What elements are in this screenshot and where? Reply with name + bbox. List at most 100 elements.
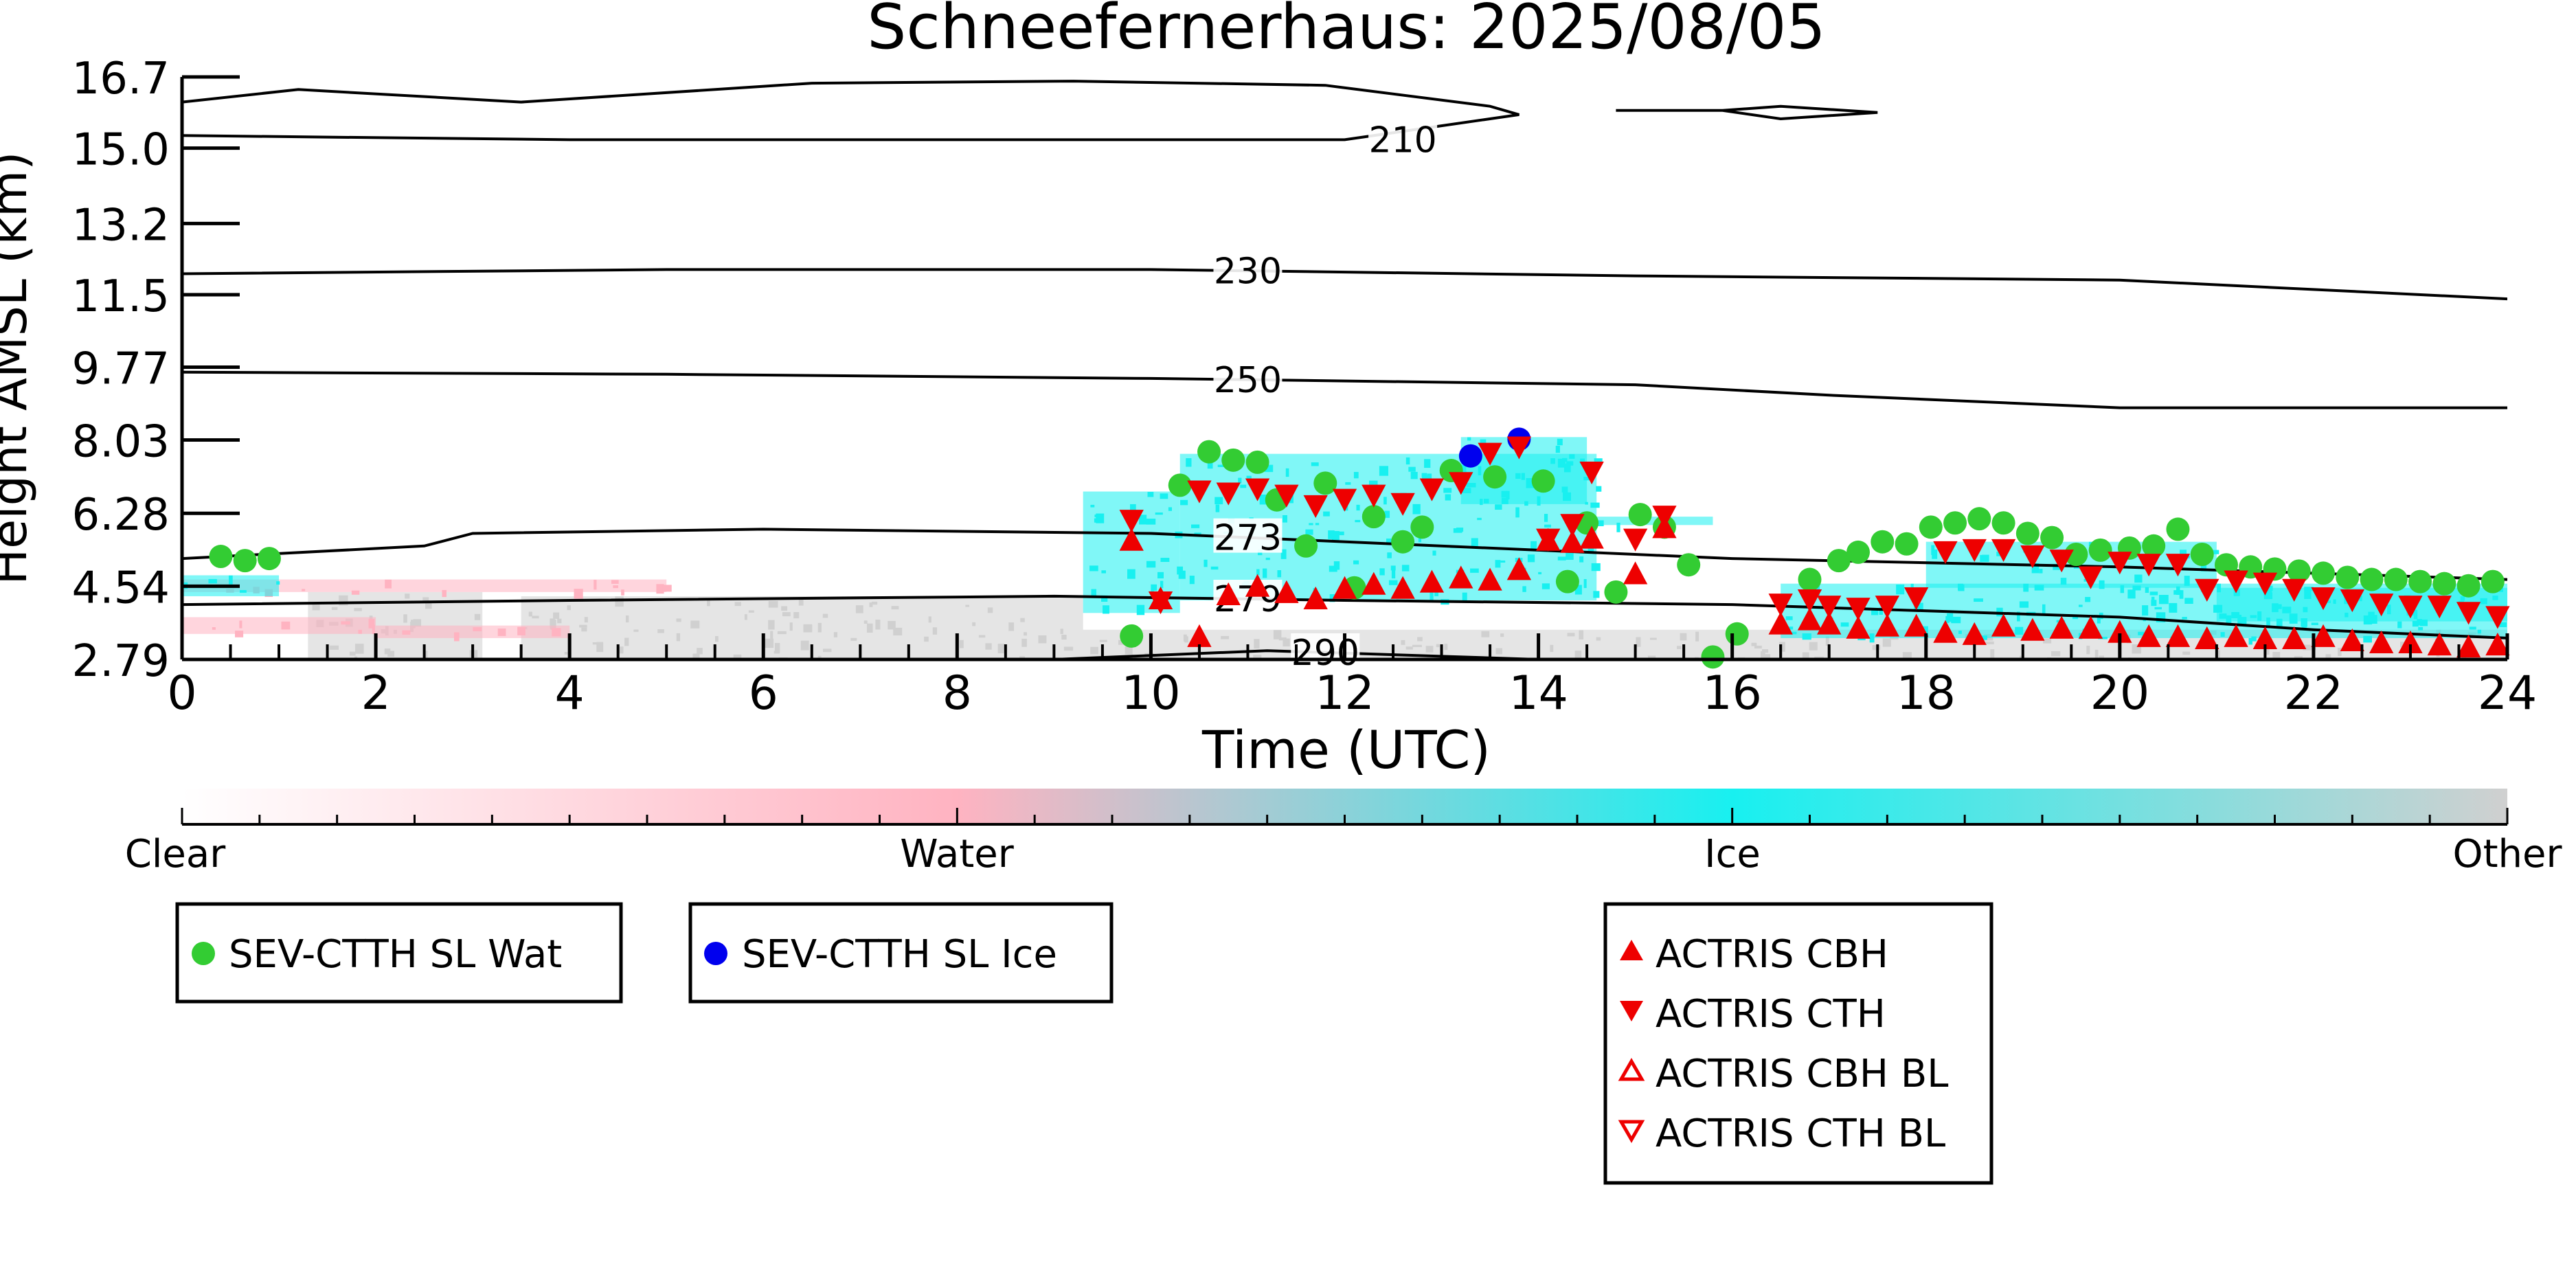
marker-actris-cth (2136, 554, 2161, 577)
mask-speck-other (893, 627, 903, 636)
marker-sev-ctth-sl-wat (2312, 561, 2336, 585)
mask-speck-ice (1388, 580, 1398, 585)
legend-label-actris-cth-bl: ACTRIS CTH BL (1656, 1111, 1945, 1156)
legend-marker-triangle-up-open (1618, 1057, 1645, 1081)
mask-speck-ice (1594, 458, 1603, 465)
mask-speck-ice (1945, 615, 1950, 623)
marker-actris-cth (1245, 478, 1270, 501)
mask-speck-ice (1430, 591, 1434, 601)
mask-speck-water (611, 580, 619, 584)
marker-sev-ctth-sl-wat (1197, 440, 1221, 464)
mask-speck-water (574, 589, 583, 599)
mask-speck-other (1579, 630, 1584, 640)
mask-speck-ice (1588, 547, 1594, 554)
mask-speck-ice (1147, 492, 1154, 497)
mask-speck-ice (1345, 482, 1351, 485)
mask-speck-ice (1557, 458, 1566, 468)
mask-speck-ice (1557, 556, 1566, 561)
y-tick-label: 15.0 (72, 125, 170, 176)
mask-speck-other (626, 615, 629, 623)
mask-speck-ice (1467, 437, 1471, 441)
marker-actris-cth (1119, 510, 1144, 533)
mask-speck-other (997, 644, 1005, 654)
marker-actris-cbh (1933, 620, 1958, 643)
marker-actris-cth (1623, 528, 1648, 552)
mask-speck-other (624, 637, 629, 646)
marker-sev-ctth-sl-wat (233, 549, 257, 573)
mask-speck-ice (2251, 636, 2257, 642)
legend-marker-triangle-down-open (1618, 1120, 1645, 1144)
mask-speck-other (2303, 644, 2312, 651)
mask-speck-ice (1214, 497, 1223, 505)
marker-sev-ctth-sl-wat (2166, 517, 2190, 541)
mask-speck-ice (1879, 607, 1883, 615)
mask-speck-ice (1921, 626, 1928, 634)
mask-speck-water (613, 585, 619, 589)
mask-speck-water (656, 584, 664, 594)
marker-actris-cbh (1797, 607, 1822, 631)
mask-speck-other (932, 627, 938, 635)
mask-speck-other (972, 622, 976, 626)
marker-actris-cth (2049, 550, 2074, 573)
marker-sev-ctth-sl-wat (1943, 511, 1967, 535)
mask-speck-other (1567, 633, 1575, 637)
mask-speck-other (888, 620, 896, 630)
mask-speck-ice (2311, 622, 2318, 625)
mask-speck-other (354, 608, 362, 611)
marker-sev-ctth-sl-wat (1827, 549, 1851, 573)
mask-speck-ice (1207, 462, 1213, 469)
mask-speck-ice (1323, 511, 1330, 517)
mask-speck-other (1882, 638, 1891, 647)
mask-speck-other (789, 622, 793, 631)
marker-sev-ctth-sl-wat (1604, 580, 1628, 604)
marker-actris-cbh (1362, 572, 1386, 595)
mask-speck-water (341, 621, 350, 625)
mask-speck-other (1278, 637, 1287, 641)
marker-sev-ctth-sl-wat (2481, 569, 2505, 594)
marker-actris-cbh (2485, 632, 2510, 656)
mask-speck-other (403, 614, 407, 623)
mask-speck-ice (1127, 569, 1136, 579)
mask-speck-ice (1410, 471, 1418, 479)
marker-actris-cbh (1478, 567, 1502, 591)
x-tick-label: 6 (749, 666, 778, 721)
mask-speck-ice (1101, 570, 1107, 574)
x-tick-label: 22 (2284, 666, 2344, 721)
mask-speck-other (833, 632, 838, 637)
mask-speck-ice (1932, 549, 1938, 559)
mask-speck-ice (1328, 530, 1335, 539)
mask-speck-ice (1333, 561, 1340, 570)
mask-speck-other (985, 643, 992, 650)
mask-speck-ice (1434, 589, 1438, 596)
mask-speck-other (1118, 640, 1125, 645)
mask-speck-other (1802, 652, 1809, 659)
mask-speck-other (1425, 646, 1434, 653)
mask-speck-ice (1155, 512, 1163, 515)
mask-speck-ice (1369, 480, 1378, 489)
mask-speck-other (770, 631, 773, 640)
mask-speck-other (2182, 651, 2191, 655)
mask-speck-ice (1383, 497, 1387, 505)
mask-speck-ice (2182, 617, 2187, 620)
mask-speck-water (281, 621, 291, 630)
mask-speck-ice (2301, 618, 2307, 627)
marker-sev-ctth-sl-wat (2040, 526, 2064, 550)
marker-sev-ctth-sl-wat (1410, 515, 1434, 539)
mask-speck-ice (2417, 619, 2422, 626)
mask-speck-ice (1500, 560, 1506, 563)
mask-speck-ice (1146, 519, 1156, 525)
mask-speck-other (744, 614, 747, 620)
mask-speck-ice (1470, 568, 1479, 573)
marker-sev-ctth-sl-wat (1991, 511, 2015, 535)
mask-speck-other (387, 651, 395, 657)
contour-label-bg (1213, 251, 1283, 286)
mask-speck-ice (1280, 549, 1287, 559)
mask-speck-ice (2017, 611, 2020, 622)
mask-speck-ice (2120, 585, 2125, 594)
mask-speck-other (1814, 656, 1824, 659)
mask-speck-ice (1785, 616, 1793, 620)
mask-speck-ice (1471, 538, 1478, 547)
marker-actris-cth (2078, 566, 2103, 589)
mask-speck-other (425, 602, 432, 609)
cloud-mask (182, 437, 2507, 659)
